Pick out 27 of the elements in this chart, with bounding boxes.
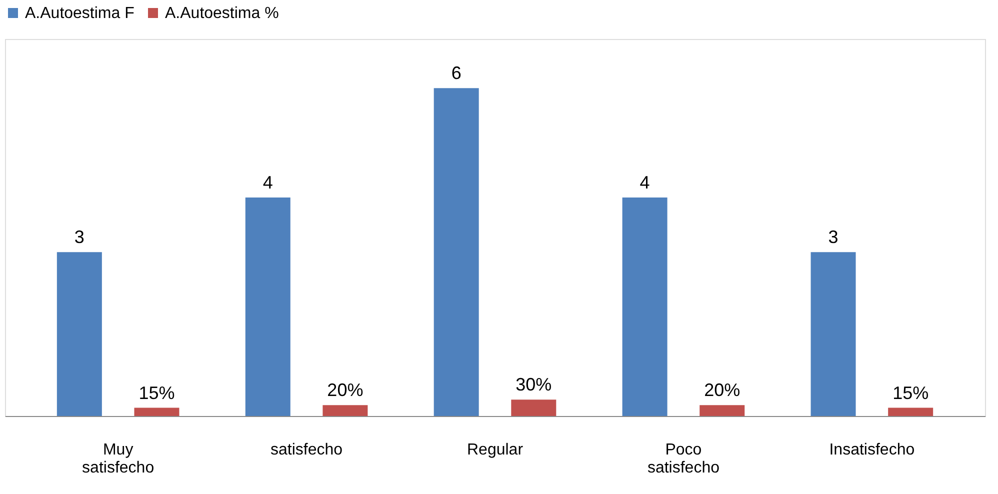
bar <box>322 405 368 416</box>
data-label: 6 <box>451 63 462 84</box>
bar <box>245 197 290 416</box>
x-tick-label: satisfecho <box>270 442 343 458</box>
data-label: 20% <box>327 380 364 400</box>
data-label: 15% <box>138 382 175 403</box>
data-label: 4 <box>640 172 650 192</box>
bar <box>434 88 479 416</box>
x-tick-label: Muy satisfecho <box>82 442 154 476</box>
bar <box>134 408 180 416</box>
data-label: 4 <box>262 172 273 192</box>
bar <box>810 252 856 416</box>
data-label: 3 <box>828 227 838 248</box>
data-label: 15% <box>892 382 929 403</box>
bar <box>511 400 556 416</box>
legend-label: A.Autoestima F <box>25 5 135 22</box>
bar <box>622 197 668 416</box>
data-label: 3 <box>74 227 84 248</box>
legend-label: A.Autoestima % <box>165 5 279 22</box>
bar <box>700 405 745 416</box>
bar <box>56 252 102 416</box>
bar <box>888 408 934 416</box>
x-tick-label: Poco satisfecho <box>647 442 720 476</box>
x-tick-label: Regular <box>466 442 524 458</box>
x-tick-label: Insatisfecho <box>829 442 915 458</box>
data-label: 30% <box>516 374 552 395</box>
data-label: 20% <box>704 380 740 400</box>
